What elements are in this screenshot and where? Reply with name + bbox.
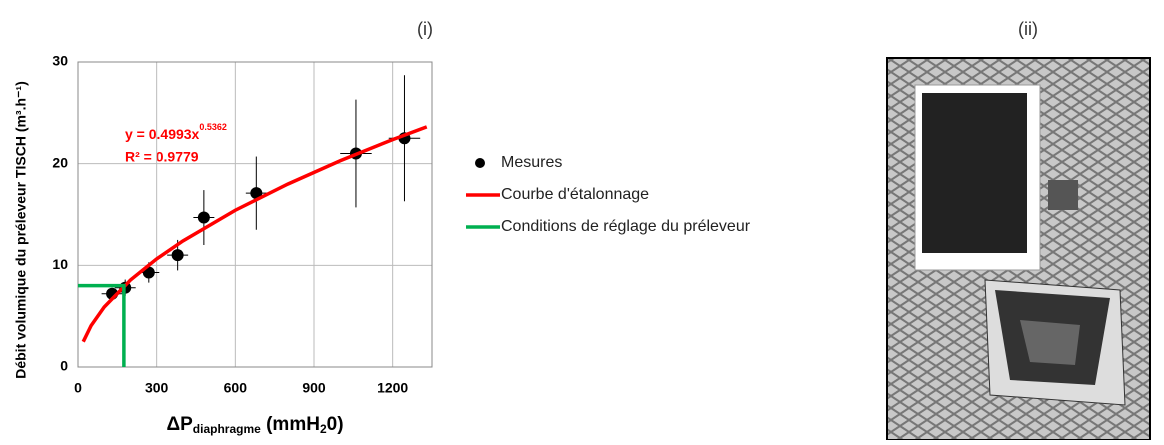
fit-equation: y = 0.4993x0.5362 bbox=[125, 122, 227, 141]
x-tick-label: 300 bbox=[145, 380, 169, 396]
point bbox=[197, 211, 210, 224]
legend-label: Courbe d'étalonnage bbox=[501, 186, 649, 203]
x-tick-label: 600 bbox=[224, 380, 248, 396]
chart: Débit volumique du préleveur TISCH (m³.h… bbox=[13, 81, 344, 436]
x-axis-label: ΔPdiaphragme (mmH20) bbox=[166, 414, 343, 436]
fit-r2: R² = 0.9779 bbox=[125, 149, 199, 165]
photo bbox=[886, 57, 1151, 441]
y-axis-label: Débit volumique du préleveur TISCH (m³.h… bbox=[13, 81, 29, 379]
y-tick-label: 20 bbox=[52, 154, 68, 170]
plot-frame bbox=[77, 61, 433, 368]
line bbox=[81, 125, 428, 343]
x-tick-label: 0 bbox=[74, 380, 82, 396]
x-tick-label: 900 bbox=[302, 380, 326, 396]
legend-marker bbox=[475, 158, 485, 168]
y-tick-label: 30 bbox=[52, 53, 68, 69]
point bbox=[250, 187, 263, 200]
panel-label: (ii) bbox=[1018, 19, 1038, 39]
y-tick-label: 10 bbox=[52, 256, 68, 272]
panel-label: (i) bbox=[417, 19, 433, 39]
y-tick-label: 0 bbox=[60, 358, 68, 374]
point bbox=[171, 249, 184, 262]
x-tick-label: 1200 bbox=[377, 380, 408, 396]
legend-label: Conditions de réglage du préleveur bbox=[501, 218, 751, 235]
line bbox=[78, 283, 126, 367]
legend-label: Mesures bbox=[501, 154, 562, 171]
